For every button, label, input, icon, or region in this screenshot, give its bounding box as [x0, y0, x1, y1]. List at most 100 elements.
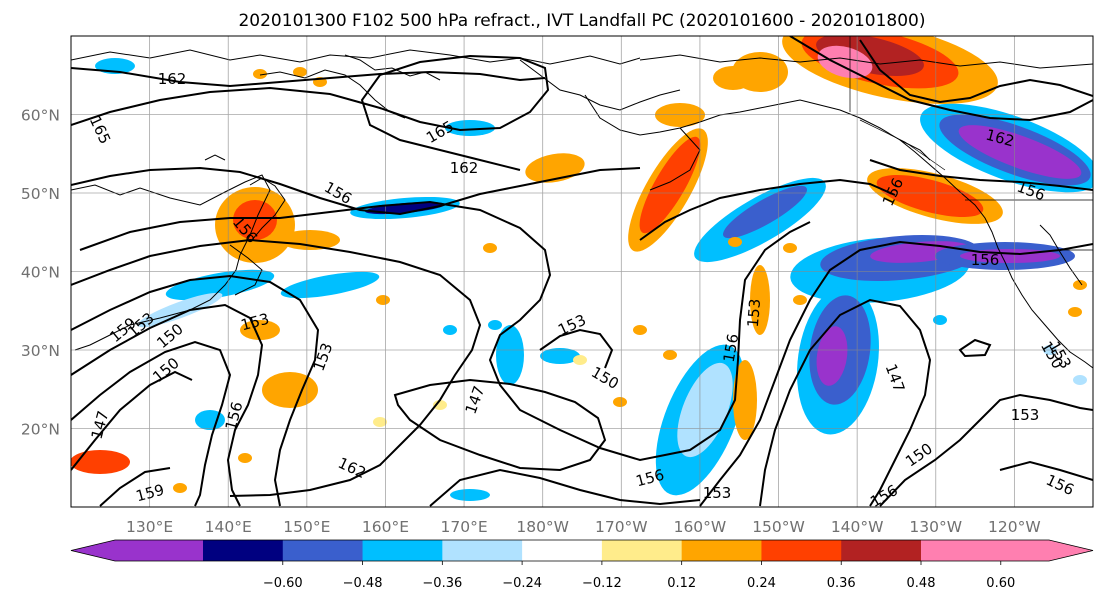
lat-tick-label: 40°N: [21, 264, 60, 282]
shading-region: [876, 174, 984, 218]
shading-region: [540, 348, 580, 364]
shading-region: [433, 400, 447, 410]
lat-tick-label: 50°N: [21, 185, 60, 203]
shading-region: [173, 483, 187, 493]
colorbar-segment: [841, 540, 922, 561]
contour-label: 162: [158, 70, 187, 88]
shading-region: [677, 362, 733, 458]
shading-region: [195, 410, 225, 430]
shading-region: [280, 230, 340, 250]
colorbar-segment: [601, 540, 683, 561]
shading-region: [573, 355, 587, 365]
lon-tick-label: 120°W: [988, 518, 1041, 536]
shading-region: [445, 120, 495, 136]
shading-region: [639, 136, 701, 234]
shading-region: [253, 69, 267, 79]
lon-tick-label: 160°E: [362, 518, 409, 536]
shading-region: [663, 350, 677, 360]
colorbar-segment: [282, 540, 364, 561]
colorbar-segment: [522, 540, 603, 561]
shading-region: [613, 397, 627, 407]
shading-region: [713, 66, 753, 90]
lon-tick-label: 140°E: [205, 518, 252, 536]
contour-label-text: 153: [703, 484, 732, 502]
shading-region: [817, 45, 873, 79]
colorbar-tick-label: 0.36: [827, 576, 856, 591]
shading-region: [750, 265, 770, 335]
shading-region: [280, 271, 380, 299]
lat-tick-label: 20°N: [21, 421, 60, 439]
colorbar-tick-label: 0.12: [667, 576, 696, 591]
colorbar-tick-label: −0.60: [263, 576, 303, 591]
colorbar-segment: [442, 540, 523, 561]
shading-region: [958, 125, 1082, 179]
figure-title: 2020101300 F102 500 hPa refract., IVT La…: [238, 11, 925, 31]
colorbar-extension-high: [921, 540, 1093, 561]
contour-label-text: 156: [971, 251, 1000, 269]
shading-region: [238, 453, 252, 463]
shading-region: [483, 243, 497, 253]
colorbar-tick-label: 0.48: [907, 576, 936, 591]
shading-region: [793, 295, 807, 305]
shading-region: [933, 315, 947, 325]
contour-label: 156: [971, 251, 1000, 269]
shading-region: [262, 372, 318, 408]
refractivity-shading: [71, 36, 1093, 501]
shading-region: [655, 103, 705, 127]
shading-region: [373, 417, 387, 427]
lat-tick-label: 60°N: [21, 107, 60, 125]
shading-region: [165, 269, 275, 301]
colorbar-tick-label: −0.12: [582, 576, 622, 591]
shading-region: [488, 320, 502, 330]
shading-region: [728, 237, 742, 247]
shading-region: [450, 489, 490, 501]
lon-tick-label: 140°W: [831, 518, 884, 536]
contour-label: 153: [703, 484, 732, 502]
longitude-tick-labels: 130°E 140°E 150°E 160°E 170°E 180°W 170°W 160°W…: [126, 518, 1041, 536]
contour-label-text: 153: [1011, 406, 1040, 424]
colorbar-tick-label: 0.24: [747, 576, 776, 591]
lon-tick-label: 130°W: [909, 518, 962, 536]
shading-region: [233, 200, 277, 240]
colorbar: −0.60 −0.48 −0.36 −0.24 −0.12 0.12 0.24 0.36 0.4…: [70, 539, 1094, 591]
lon-tick-label: 160°W: [674, 518, 727, 536]
shading-region: [633, 325, 647, 335]
shading-region: [71, 450, 130, 474]
shading-region: [733, 360, 757, 440]
colorbar-segment: [362, 540, 443, 561]
shading-region: [1068, 307, 1082, 317]
lon-tick-label: 170°W: [595, 518, 648, 536]
shading-region: [1073, 375, 1087, 385]
shading-region: [293, 67, 307, 77]
colorbar-segment: [203, 540, 284, 561]
colorbar-outline: [70, 539, 1094, 562]
contour-label-text: 162: [450, 159, 479, 177]
colorbar-tick-label: −0.48: [343, 576, 383, 591]
colorbar-segment: [761, 540, 842, 561]
latitude-tick-labels: 20°N 30°N 40°N 50°N 60°N: [21, 107, 60, 439]
map-frame: [70, 35, 1094, 508]
contour-label: 153: [744, 298, 764, 328]
contour-label: 162: [450, 159, 479, 177]
colorbar-extension-low: [71, 540, 203, 561]
colorbar-tick-label: 0.60: [986, 576, 1015, 591]
colorbar-tick-label: −0.24: [502, 576, 542, 591]
shading-region: [783, 243, 797, 253]
contour-label: 153: [1011, 406, 1040, 424]
shading-region: [376, 295, 390, 305]
lat-tick-label: 30°N: [21, 342, 60, 360]
graticule: [71, 36, 1093, 507]
colorbar-segment: [681, 540, 762, 561]
shading-region: [240, 320, 280, 340]
shading-region: [496, 325, 524, 385]
colorbar-tick-label: −0.36: [422, 576, 462, 591]
shading-region: [1073, 280, 1087, 290]
contour-label-text: 153: [744, 298, 764, 328]
lon-tick-label: 170°E: [441, 518, 488, 536]
lon-tick-label: 130°E: [126, 518, 173, 536]
lon-tick-label: 150°E: [283, 518, 330, 536]
contour-label: 156: [720, 332, 743, 363]
contour-label-text: 156: [720, 332, 743, 363]
